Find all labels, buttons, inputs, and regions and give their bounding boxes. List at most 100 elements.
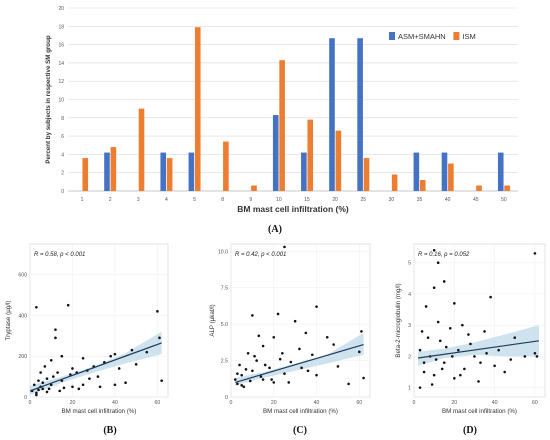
data-point: [60, 354, 64, 358]
data-point: [255, 359, 258, 362]
data-point: [233, 378, 237, 381]
regression-line: [417, 340, 540, 359]
y-axis-label: Beta-2-microglobulin (mg/l): [395, 283, 402, 357]
data-point: [43, 365, 47, 368]
y-tick-label: 10.0: [218, 249, 228, 255]
data-point: [477, 380, 480, 383]
bar: [504, 185, 510, 191]
data-point: [251, 369, 254, 373]
data-point: [270, 378, 273, 381]
y-tick-label: 4: [61, 152, 64, 158]
x-tick-label: 60: [154, 400, 160, 406]
bar: [188, 152, 195, 191]
data-point: [315, 305, 318, 308]
bar: [307, 119, 314, 191]
data-point: [461, 323, 464, 327]
bar: [166, 158, 173, 191]
y-tick-label: 5: [408, 261, 411, 267]
data-point: [113, 383, 117, 387]
data-point: [259, 375, 263, 378]
y-tick-label: 200: [18, 354, 27, 360]
data-point: [310, 353, 314, 357]
data-point: [422, 370, 426, 374]
regression-line: [235, 343, 364, 384]
data-point: [130, 348, 134, 352]
data-point: [469, 342, 472, 346]
data-point: [432, 373, 436, 377]
x-tick-label: 40: [112, 400, 118, 406]
data-point: [459, 373, 462, 377]
y-tick-label: 8: [61, 116, 64, 122]
y-tick-label: 7.5: [221, 286, 228, 292]
data-point: [432, 286, 436, 290]
x-tick-label: 5: [193, 197, 196, 203]
data-point: [56, 371, 59, 374]
data-point: [442, 280, 446, 283]
data-point: [58, 389, 62, 393]
data-point: [109, 354, 112, 358]
data-point: [347, 382, 350, 386]
data-point: [253, 354, 256, 358]
data-point: [71, 367, 74, 370]
data-point: [358, 350, 361, 354]
data-point: [156, 310, 159, 313]
data-point: [293, 319, 297, 323]
data-point: [535, 355, 539, 358]
x-tick-label: 4: [165, 197, 168, 203]
data-point: [493, 364, 496, 368]
bar: [335, 130, 342, 191]
data-point: [236, 382, 239, 386]
data-point: [69, 373, 72, 376]
y-tick-label: 20: [58, 6, 64, 12]
data-point: [35, 391, 38, 395]
data-point: [242, 385, 246, 389]
bar: [329, 38, 335, 191]
data-point: [523, 355, 527, 358]
data-point: [257, 334, 261, 338]
data-point: [418, 348, 422, 352]
data-point: [66, 303, 70, 307]
data-point: [436, 261, 440, 265]
data-point: [263, 363, 267, 367]
x-tick-label: 9: [249, 197, 252, 203]
legend-label: ISM: [462, 32, 475, 41]
x-tick-label: 40: [492, 400, 498, 406]
bar: [272, 115, 279, 191]
panel-label: (A): [268, 224, 282, 235]
data-point: [483, 330, 486, 333]
bar: [391, 174, 398, 191]
data-point: [49, 383, 53, 387]
data-point: [360, 330, 363, 333]
data-point: [52, 375, 55, 378]
data-point: [47, 387, 51, 391]
data-point: [418, 386, 422, 389]
data-point: [298, 347, 301, 351]
data-point: [479, 361, 482, 364]
data-point: [145, 350, 149, 354]
panel-label: (D): [463, 425, 477, 436]
bar: [497, 152, 504, 191]
bar: [104, 152, 110, 191]
data-point: [240, 373, 243, 377]
x-tick-label: 40: [445, 197, 451, 203]
bar: [448, 163, 454, 191]
x-axis-label: BM mast cell infiltration (%): [263, 408, 338, 415]
bar: [419, 180, 426, 191]
bar: [251, 185, 257, 191]
data-point: [283, 245, 286, 249]
data-point: [533, 351, 537, 355]
data-point: [438, 339, 442, 343]
data-point: [448, 327, 452, 330]
data-point: [453, 376, 456, 380]
data-point: [81, 356, 85, 360]
data-point: [289, 360, 293, 364]
y-tick-label: 2.5: [221, 359, 228, 365]
bar: [413, 152, 420, 191]
y-tick-label: 10: [58, 98, 64, 104]
data-point: [113, 352, 117, 356]
y-tick-label: 16: [58, 43, 64, 49]
y-tick-label: 600: [18, 273, 27, 279]
x-tick-label: 0: [230, 400, 233, 406]
data-point: [49, 358, 53, 362]
y-tick-label: 2: [408, 354, 411, 360]
